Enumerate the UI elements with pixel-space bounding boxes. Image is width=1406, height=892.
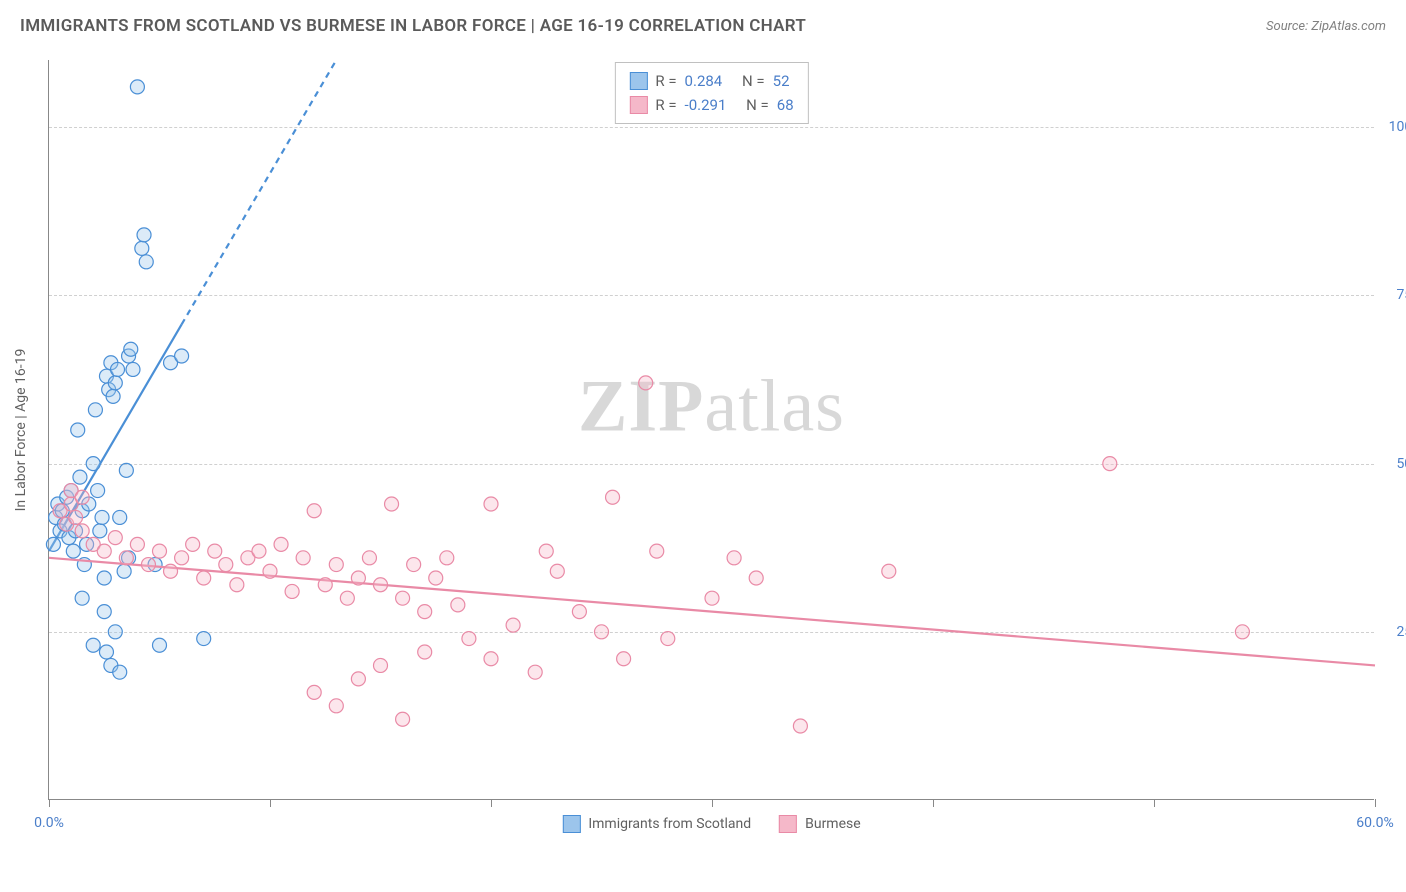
legend-n-label: N = xyxy=(746,93,769,117)
source-attribution: Source: ZipAtlas.com xyxy=(1266,19,1386,34)
chart-header: IMMIGRANTS FROM SCOTLAND VS BURMESE IN L… xyxy=(20,16,1386,36)
ytick-label: 25.0% xyxy=(1396,624,1406,640)
ytick-label: 50.0% xyxy=(1396,456,1406,472)
ytick-label: 75.0% xyxy=(1396,287,1406,303)
y-axis-label: In Labor Force | Age 16-19 xyxy=(13,348,29,511)
legend-swatch-burmese xyxy=(629,96,647,114)
legend-r-label: R = xyxy=(655,69,676,93)
scatter-plot-svg xyxy=(49,60,1374,799)
series-legend-burmese: Burmese xyxy=(779,815,861,833)
legend-swatch-icon xyxy=(562,815,580,833)
series-legend: Immigrants from Scotland Burmese xyxy=(562,815,860,833)
xtick-label: 60.0% xyxy=(1356,815,1394,831)
legend-row-burmese: R = -0.291 N = 68 xyxy=(629,93,793,117)
series-legend-scotland: Immigrants from Scotland xyxy=(562,815,751,833)
legend-swatch-scotland xyxy=(629,72,647,90)
series-legend-label: Burmese xyxy=(805,816,861,832)
chart-plot-area: In Labor Force | Age 16-19 ZIPatlas 25.0… xyxy=(48,60,1374,800)
correlation-legend: R = 0.284 N = 52 R = -0.291 N = 68 xyxy=(614,62,808,124)
xtick-label: 0.0% xyxy=(34,815,64,831)
legend-n-value: 52 xyxy=(773,69,790,93)
ytick-label: 100.0% xyxy=(1389,119,1406,135)
legend-r-label: R = xyxy=(655,93,676,117)
legend-r-value: -0.291 xyxy=(685,93,727,117)
legend-r-value: 0.284 xyxy=(685,69,723,93)
legend-n-label: N = xyxy=(742,69,765,93)
chart-title: IMMIGRANTS FROM SCOTLAND VS BURMESE IN L… xyxy=(20,16,806,36)
series-legend-label: Immigrants from Scotland xyxy=(588,816,751,832)
legend-n-value: 68 xyxy=(777,93,794,117)
legend-swatch-icon xyxy=(779,815,797,833)
legend-row-scotland: R = 0.284 N = 52 xyxy=(629,69,793,93)
